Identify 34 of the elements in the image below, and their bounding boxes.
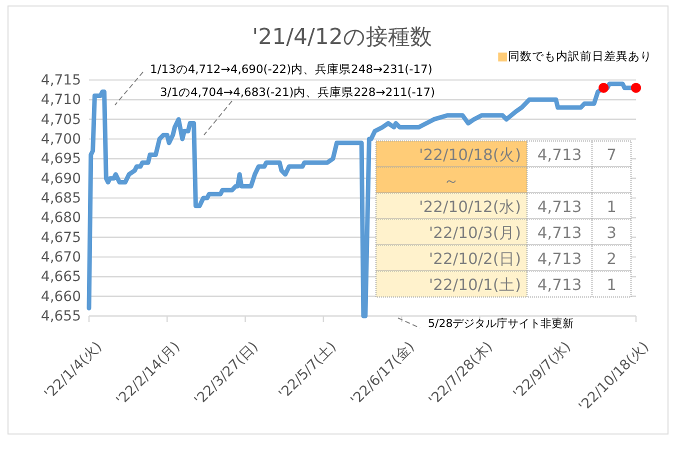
category-label: ～ (444, 172, 460, 190)
annotation: 4,713 (537, 224, 582, 242)
legend-title: ■同数でも内訳前日差異あり (497, 49, 652, 63)
category-label: '22/10/12(水) (419, 198, 521, 216)
y-tick-label: 4,695 (40, 151, 81, 168)
category-label: '22/10/3(月) (428, 224, 521, 242)
category-label: '22/10/18(火) (419, 146, 521, 164)
annotation: 1 (606, 198, 616, 216)
chart-title: '21/4/12の接種数 (252, 25, 432, 50)
y-tick-label: 4,655 (40, 308, 81, 324)
annotation: 2 (606, 250, 616, 268)
y-tick-label: 4,680 (40, 210, 81, 226)
category-label: '22/10/1(土) (428, 276, 521, 294)
annotation: 4,713 (537, 250, 582, 268)
text: 1/13の4,712→4,690(-22)内、兵庫県248→231(-17) (150, 62, 432, 76)
annotation: 1 (606, 276, 616, 294)
y-tick-label: 4,705 (40, 112, 81, 128)
text: 5/28デジタル庁サイト非更新 (428, 317, 574, 330)
annotation: 3 (606, 224, 616, 242)
y-tick-label: 4,715 (40, 72, 81, 88)
y-tick-label: 4,660 (40, 288, 81, 305)
annotation: 4,713 (537, 198, 582, 216)
y-tick-label: 4,670 (40, 249, 81, 266)
y-tick-label: 4,685 (40, 190, 81, 206)
annotation: 4,713 (537, 146, 582, 164)
annotation: 7 (606, 146, 616, 164)
y-tick-label: 4,665 (40, 269, 81, 286)
y-tick-label: 4,675 (40, 230, 81, 246)
y-tick-label: 4,710 (40, 92, 81, 108)
annotation: 4,713 (537, 276, 582, 294)
y-tick-label: 4,700 (40, 131, 81, 148)
y-tick-label: 4,690 (40, 170, 81, 187)
category-label: '22/10/2(日) (428, 250, 521, 268)
annotation: 3/1の4,704→4,683(-21)内、兵庫県228→211(-17) (160, 85, 436, 99)
